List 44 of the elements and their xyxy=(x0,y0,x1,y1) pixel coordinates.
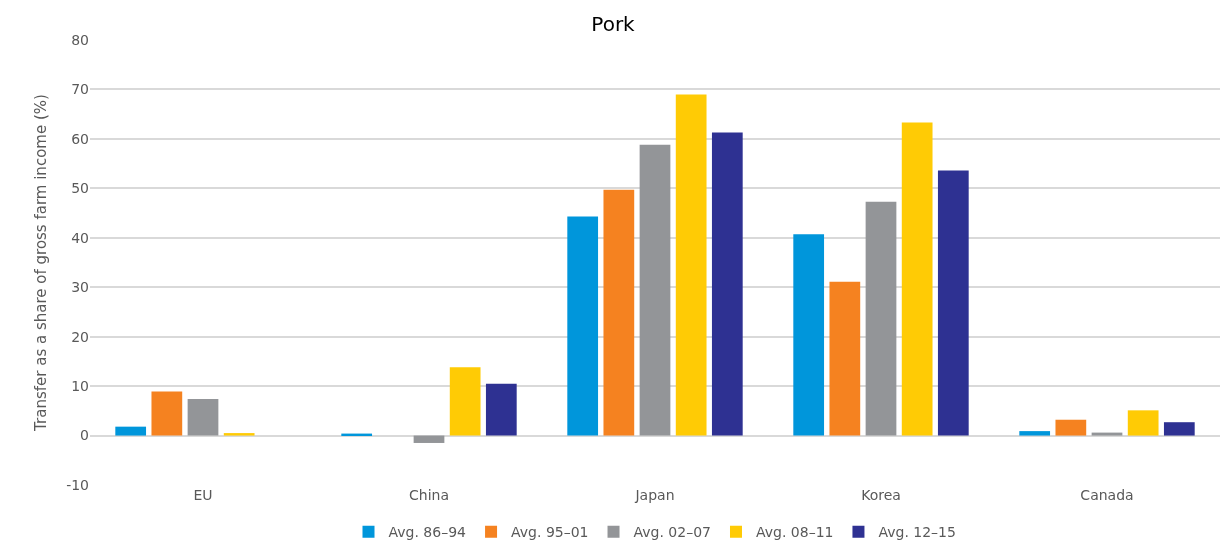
y-axis-title: Transfer as a share of gross farm income (%) xyxy=(32,94,51,432)
x-tick-label: China xyxy=(409,487,449,503)
y-tick-label: -10 xyxy=(66,476,89,493)
x-tick-label: Japan xyxy=(634,487,675,503)
bar xyxy=(115,426,147,436)
bar xyxy=(901,122,933,436)
bar xyxy=(675,94,707,436)
bar xyxy=(187,398,219,436)
y-tick-label: 60 xyxy=(71,130,89,147)
x-tick-label: EU xyxy=(193,487,213,503)
bar xyxy=(151,391,183,436)
y-tick-label: 0 xyxy=(80,427,89,444)
y-tick-label: 20 xyxy=(71,328,89,345)
legend-label: Avg. 02–07 xyxy=(633,524,711,541)
bar xyxy=(829,281,861,436)
bar xyxy=(485,383,517,436)
y-tick-label: 40 xyxy=(71,229,89,246)
bar xyxy=(793,234,825,436)
y-tick-label: 30 xyxy=(71,279,89,296)
x-tick-label: Canada xyxy=(1080,487,1134,503)
legend-label: Avg. 12–15 xyxy=(878,524,956,541)
bar xyxy=(413,435,445,443)
bar xyxy=(865,201,897,436)
legend-label: Avg. 95–01 xyxy=(511,524,589,541)
bar xyxy=(1091,432,1123,436)
bar xyxy=(711,132,743,436)
bar xyxy=(449,367,481,436)
y-tick-label: 70 xyxy=(71,81,89,98)
chart-title: Pork xyxy=(591,11,636,36)
bar xyxy=(567,216,599,436)
y-tick-label: 10 xyxy=(71,378,89,395)
legend-label: Avg. 86–94 xyxy=(388,524,467,541)
legend-label: Avg. 08–11 xyxy=(755,524,834,541)
bar xyxy=(639,144,671,436)
bar xyxy=(1055,419,1087,436)
y-tick-label: 50 xyxy=(71,180,89,197)
y-tick-label: 80 xyxy=(71,31,89,48)
bar xyxy=(223,433,255,436)
bar xyxy=(603,189,635,436)
bar xyxy=(1019,431,1051,436)
bar xyxy=(1127,410,1159,436)
x-tick-label: Korea xyxy=(861,487,901,503)
bar xyxy=(1163,422,1195,436)
bar xyxy=(937,170,969,436)
